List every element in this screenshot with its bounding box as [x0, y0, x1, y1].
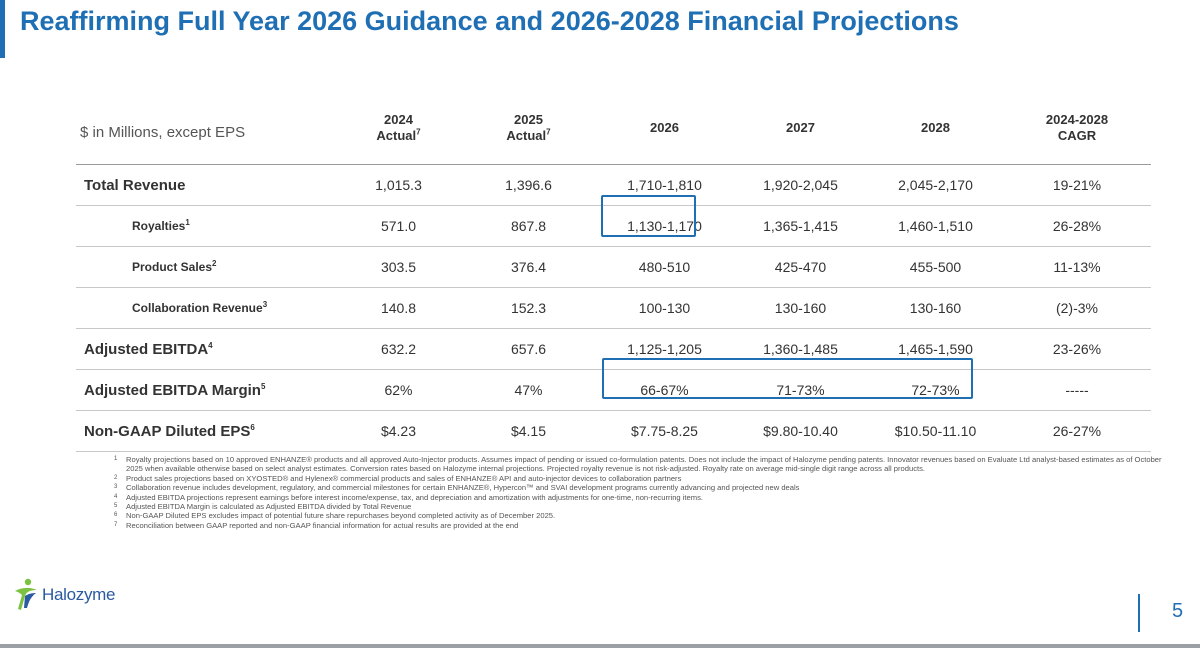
table-cell: 26-27% — [1003, 410, 1151, 452]
unit-label: $ in Millions, except EPS — [76, 92, 336, 165]
footnote-text: Adjusted EBITDA projections represent ea… — [126, 492, 704, 502]
footnote-text: Product sales projections based on XYOST… — [126, 473, 682, 483]
header-row: $ in Millions, except EPS 2024 Actual7 20… — [76, 92, 1151, 165]
table-row: Collaboration Revenue3 140.8 152.3 100-130 1… — [76, 287, 1151, 329]
table-cell: (2)-3% — [1003, 287, 1151, 329]
table-row: Total Revenue 1,015.3 1,396.6 1,710-1,810 1,… — [76, 164, 1151, 206]
ebitda-margin-highlight — [602, 358, 973, 399]
table-cell: 425-470 — [733, 246, 868, 288]
col-header: 2024 Actual7 — [336, 92, 461, 165]
footnote-text: Non-GAAP Diluted EPS excludes impact of … — [126, 511, 556, 521]
row-label: Adjusted EBITDA Margin5 — [76, 369, 336, 411]
table-row: Product Sales2 303.5 376.4 480-510 425-470 45… — [76, 246, 1151, 288]
logo-text: Halozyme — [42, 585, 116, 604]
footnote-number: 3 — [114, 484, 118, 491]
table-cell: 47% — [461, 369, 596, 411]
row-label: Total Revenue — [76, 164, 336, 206]
halozyme-figure-icon — [15, 578, 37, 610]
table-cell: 11-13% — [1003, 246, 1151, 288]
table-row: Adjusted EBITDA4 632.2 657.6 1,125-1,205 1,3… — [76, 328, 1151, 370]
table-cell: ----- — [1003, 369, 1151, 411]
title-accent-bar — [0, 0, 5, 58]
table-cell: 62% — [336, 369, 461, 411]
table-row: Adjusted EBITDA Margin5 62% 47% 66-67% 71-73… — [76, 369, 1151, 411]
table-cell: 1,365-1,415 — [733, 205, 868, 247]
footnote-text: Adjusted EBITDA Margin is calculated as … — [126, 502, 412, 512]
table-cell: 19-21% — [1003, 164, 1151, 206]
table-cell: 130-160 — [868, 287, 1003, 329]
table-cell: 1,920-2,045 — [733, 164, 868, 206]
table-cell: 657.6 — [461, 328, 596, 370]
table-cell: 1,396.6 — [461, 164, 596, 206]
row-label: Non-GAAP Diluted EPS6 — [76, 410, 336, 452]
table-cell: $9.80-10.40 — [733, 410, 868, 452]
table-cell: 152.3 — [461, 287, 596, 329]
table-cell: 1,710-1,810 — [596, 164, 733, 206]
footnote-number: 2 — [114, 474, 118, 481]
table-row: Royalties1 571.0 867.8 1,130-1,170 1,365-1,4… — [76, 205, 1151, 247]
footnote-number: 7 — [114, 521, 118, 528]
footnotes: 1 Royalty projections based on 10 approve… — [114, 455, 1164, 530]
footnote-item: 3 Collaboration revenue includes developm… — [114, 483, 1164, 492]
slide-title: Reaffirming Full Year 2026 Guidance and … — [20, 6, 959, 36]
table-cell: 1,125-1,205 — [596, 328, 733, 370]
page-number-divider — [1138, 594, 1140, 632]
table-cell: 100-130 — [596, 287, 733, 329]
table-row: Non-GAAP Diluted EPS6 $4.23 $4.15 $7.75-8.2… — [76, 410, 1151, 452]
footnote-item: 6 Non-GAAP Diluted EPS excludes impact of… — [114, 511, 1164, 520]
table-cell: 376.4 — [461, 246, 596, 288]
page-number: 5 — [1172, 600, 1184, 622]
table-cell: 867.8 — [461, 205, 596, 247]
table-cell: $7.75-8.25 — [596, 410, 733, 452]
table-cell: 130-160 — [733, 287, 868, 329]
table-cell: 1,460-1,510 — [868, 205, 1003, 247]
footnote-item: 4 Adjusted EBITDA projections represent e… — [114, 493, 1164, 502]
table-cell: 2,045-2,170 — [868, 164, 1003, 206]
row-label: Royalties1 — [76, 205, 336, 247]
footnote-number: 5 — [114, 503, 118, 510]
table-cell: 26-28% — [1003, 205, 1151, 247]
col-header: 2028 — [868, 92, 1003, 165]
halozyme-logo: Halozyme — [12, 578, 115, 612]
financial-projections-table: $ in Millions, except EPS 2024 Actual7 20… — [76, 92, 1151, 452]
table-cell: 1,360-1,485 — [733, 328, 868, 370]
table-cell: 632.2 — [336, 328, 461, 370]
table-cell: 1,465-1,590 — [868, 328, 1003, 370]
table-cell: $10.50-11.10 — [868, 410, 1003, 452]
row-label: Collaboration Revenue3 — [76, 287, 336, 329]
table-cell: 23-26% — [1003, 328, 1151, 370]
footnote-number: 1 — [114, 456, 118, 462]
footnote-item: 5 Adjusted EBITDA Margin is calculated as… — [114, 502, 1164, 511]
table-cell: 1,130-1,170 — [596, 205, 733, 247]
col-header: 2026 — [596, 92, 733, 165]
col-header: 2027 — [733, 92, 868, 165]
footnote-text: Reconciliation between GAAP reported and… — [126, 520, 519, 530]
bottom-rule — [0, 644, 1200, 648]
table-cell: 140.8 — [336, 287, 461, 329]
table-cell: 571.0 — [336, 205, 461, 247]
footnote-item: 7 Reconciliation between GAAP reported an… — [114, 521, 1164, 530]
row-label: Product Sales2 — [76, 246, 336, 288]
table-cell: 72-73% — [868, 369, 1003, 411]
table-cell: 71-73% — [733, 369, 868, 411]
table-cell: 455-500 — [868, 246, 1003, 288]
footnote-text: Royalty projections based on 10 approved… — [126, 455, 1162, 474]
footnote-text: Collaboration revenue includes developme… — [126, 483, 800, 493]
table-cell: $4.23 — [336, 410, 461, 452]
row-label: Adjusted EBITDA4 — [76, 328, 336, 370]
table-cell: 303.5 — [336, 246, 461, 288]
footnote-item: 1 Royalty projections based on 10 approve… — [114, 455, 1164, 474]
footnote-number: 6 — [114, 512, 118, 519]
footnote-number: 4 — [114, 493, 118, 500]
footnote-item: 2 Product sales projections based on XYOS… — [114, 474, 1164, 483]
table-cell: 480-510 — [596, 246, 733, 288]
col-header: 2025 Actual7 — [461, 92, 596, 165]
table-cell: 1,015.3 — [336, 164, 461, 206]
royalties-2026-highlight — [601, 195, 696, 237]
col-header: 2024-2028 CAGR — [1003, 92, 1151, 165]
table-cell: 66-67% — [596, 369, 733, 411]
table-cell: $4.15 — [461, 410, 596, 452]
